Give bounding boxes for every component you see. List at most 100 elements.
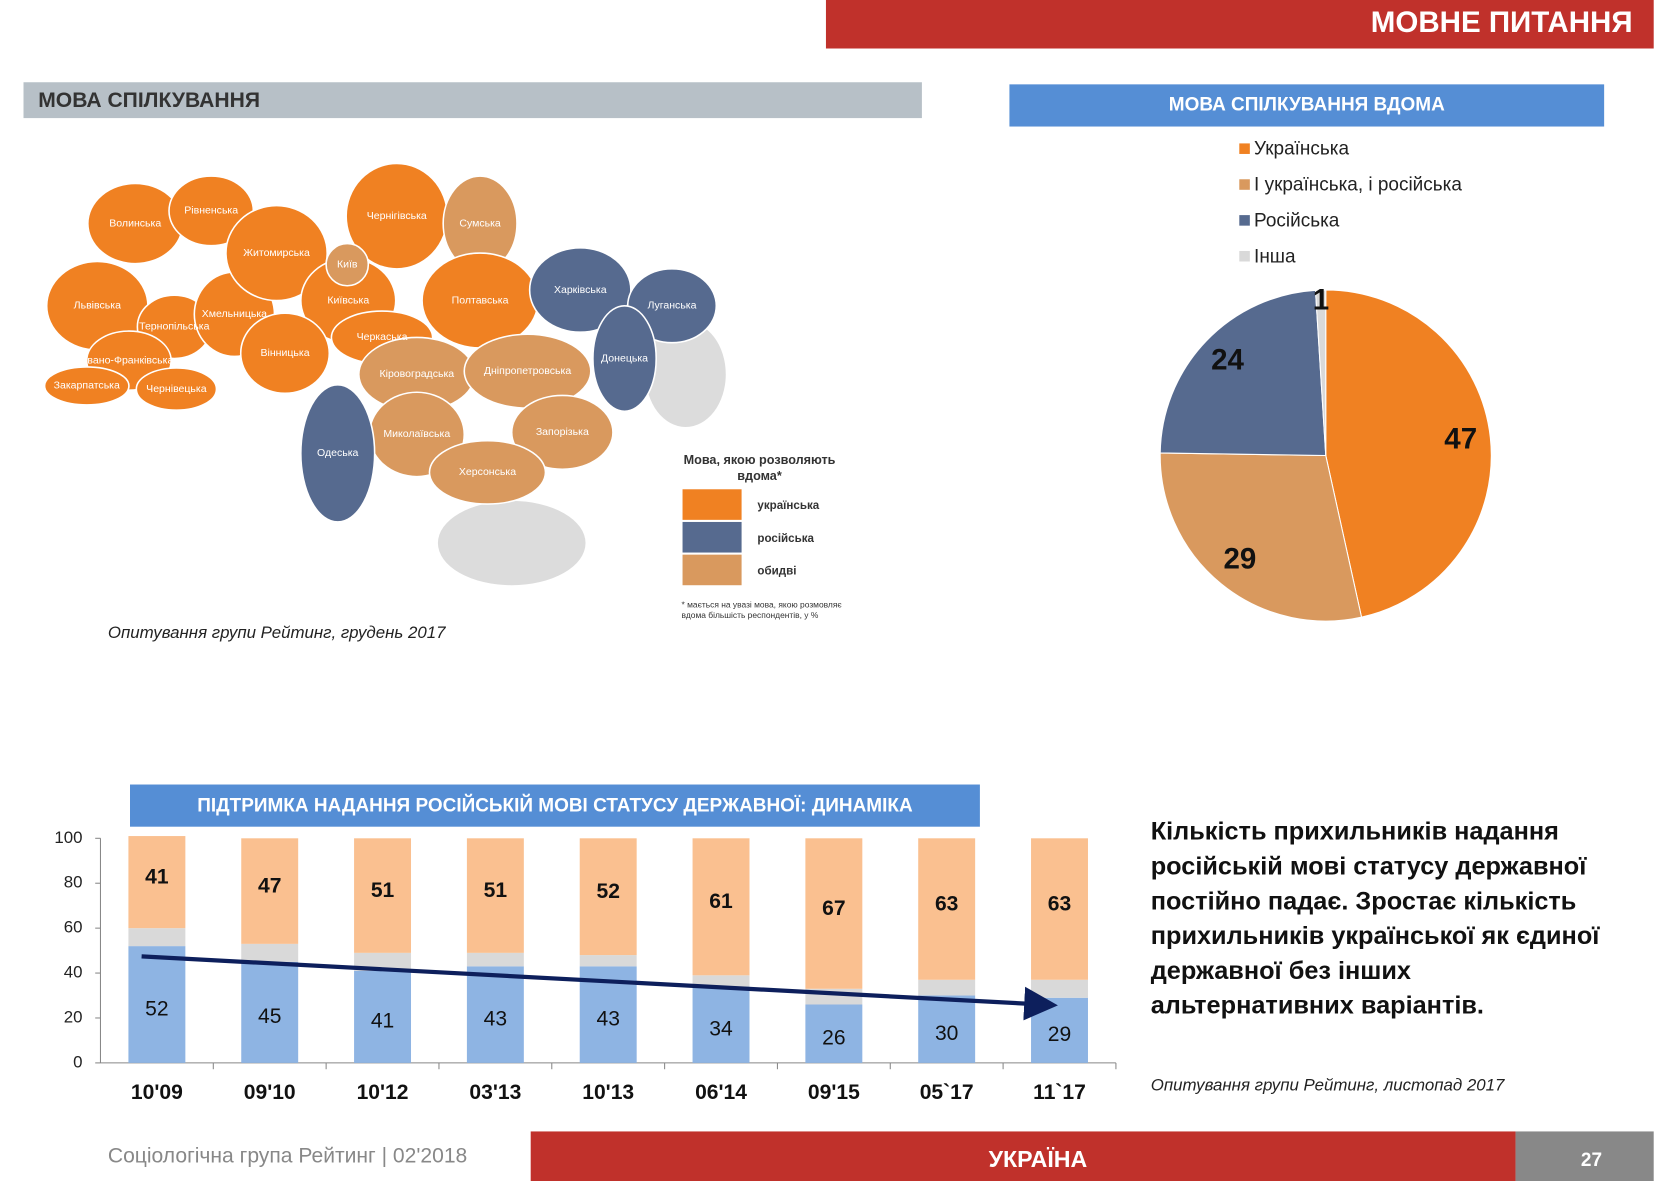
region [510, 394, 614, 471]
summary-line: постійно падає. Зростає кількість [1151, 887, 1577, 915]
bar-segment [241, 838, 299, 944]
bar-segment [579, 955, 637, 967]
data-label: 24 [1211, 344, 1244, 377]
legend-label: Російська [1254, 210, 1340, 231]
summary-line: Кількість прихильників надання [1151, 818, 1559, 846]
data-label: 52 [145, 997, 168, 1020]
x-tick-label: 05`17 [920, 1081, 974, 1104]
region-label: Рівненська [184, 205, 238, 217]
pie-slice [1314, 289, 1327, 456]
map-legend-title: Мова, якою розволяють [684, 453, 836, 467]
region-label: Луганська [647, 300, 696, 312]
region-label: Волинська [109, 217, 161, 229]
data-label: 47 [1444, 423, 1477, 456]
region [239, 312, 331, 395]
header-bar [825, 0, 1654, 49]
region-label: Івано-Франківська [85, 354, 174, 366]
region-label: Житомирська [243, 247, 310, 259]
region-label: Львівська [74, 300, 121, 312]
pie-slice [1159, 289, 1327, 457]
bar-segment [128, 928, 186, 947]
region-label: Київська [327, 294, 369, 306]
region-label: Тернопільська [139, 321, 209, 333]
data-label: 41 [371, 1010, 394, 1033]
map-legend-label: російська [757, 533, 814, 545]
bar-segment [241, 943, 299, 962]
data-label: 61 [709, 890, 733, 913]
text-source: Опитування групи Рейтинг, листопад 2017 [1151, 1076, 1505, 1095]
bar-segment [354, 838, 412, 953]
map-legend-label: обидві [757, 566, 796, 578]
region-label: Миколаївська [383, 428, 450, 440]
region-label: Чернігівська [367, 210, 427, 222]
region-label: Чернівецька [146, 383, 207, 395]
bar-segment [805, 838, 863, 989]
map-legend-swatch [682, 554, 742, 586]
y-tick-label: 100 [54, 828, 82, 847]
data-label: 47 [258, 874, 281, 897]
bar-title-bar [129, 784, 980, 827]
summary-line: альтернативних варіантів. [1151, 992, 1484, 1020]
region-label: Херсонська [459, 466, 516, 478]
bar-segment [466, 966, 524, 1063]
data-label: 45 [258, 1005, 281, 1028]
summary-line: державної без інших [1151, 957, 1411, 985]
map-legend-title: вдома* [737, 469, 782, 483]
region [135, 367, 218, 411]
x-tick-label: 09'15 [808, 1081, 860, 1104]
map-footnote: вдома більшість респондентів, у % [681, 610, 818, 620]
region-label: Черкаська [357, 331, 408, 343]
data-label: 30 [935, 1022, 958, 1045]
map-legend-swatch [682, 489, 742, 520]
region-label: Сумська [459, 217, 501, 229]
bar-segment [692, 975, 750, 987]
legend-swatch [1239, 250, 1250, 262]
footer-bar [530, 1131, 1516, 1181]
y-tick-label: 20 [64, 1007, 83, 1026]
y-tick-label: 0 [73, 1052, 82, 1071]
x-tick-label: 03'13 [469, 1081, 521, 1104]
region [592, 305, 657, 413]
bar-segment [1031, 979, 1088, 998]
x-tick-label: 06'14 [695, 1081, 747, 1104]
region [43, 366, 130, 406]
bar-segment [128, 836, 186, 929]
x-tick-label: 10'12 [357, 1081, 409, 1104]
region-label: Дніпропетровська [484, 365, 572, 377]
x-tick-label: 11`17 [1033, 1081, 1086, 1104]
legend-label: Українська [1254, 139, 1349, 160]
bar-segment [354, 952, 412, 971]
region-label: Вінницька [260, 347, 309, 359]
bar-segment [241, 961, 299, 1063]
bar-segment [692, 986, 750, 1063]
pie-title-bar [1009, 84, 1605, 127]
map-legend-label: українська [757, 500, 819, 512]
summary-line: російській мові статусу державної [1151, 853, 1588, 881]
data-label: 41 [145, 865, 169, 888]
bar-segment [692, 838, 750, 976]
bar-segment [466, 838, 524, 953]
bar-title: ПІДТРИМКА НАДАННЯ РОСІЙСЬКІЙ МОВІ СТАТУС… [197, 795, 913, 817]
page-box [1515, 1131, 1654, 1181]
bar-segment [579, 838, 637, 956]
region-label: Запорізька [536, 426, 589, 438]
region [528, 247, 632, 333]
y-tick-label: 60 [64, 918, 83, 937]
region-label: Кіровоградська [379, 368, 454, 380]
map: Волинська Рівненська Львівська Тернопільськ… [43, 162, 726, 586]
data-label: 29 [1224, 543, 1257, 576]
data-label: 1 [1313, 283, 1329, 316]
legend-swatch [1239, 179, 1250, 190]
data-label: 52 [596, 880, 619, 903]
data-label: 51 [371, 879, 395, 902]
region-label: Київ [337, 258, 358, 270]
section-title: МОВА СПІЛКУВАННЯ [38, 89, 260, 112]
data-label: 29 [1048, 1023, 1071, 1046]
region [325, 242, 370, 287]
region [225, 204, 328, 302]
data-label: 34 [709, 1018, 733, 1041]
y-tick-label: 80 [64, 873, 83, 892]
bar-segment [1031, 838, 1088, 980]
pie-title: МОВА СПІЛКУВАННЯ ВДОМА [1169, 94, 1445, 115]
